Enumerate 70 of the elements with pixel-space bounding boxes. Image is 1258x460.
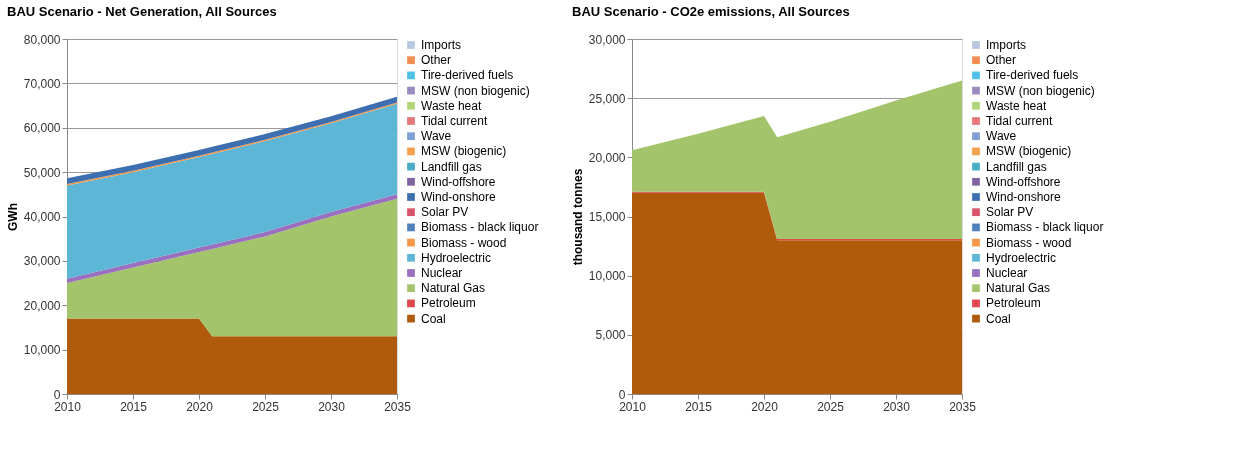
legend-label: MSW (biogenic) (986, 144, 1072, 159)
legend-label: Landfill gas (986, 159, 1047, 174)
y-tick-label: 40,000 (23, 210, 61, 224)
legend-label: Solar PV (421, 205, 469, 220)
legend-label: Tire-derived fuels (421, 68, 514, 83)
x-tick-label: 2015 (685, 399, 713, 414)
x-tick-label: 2030 (318, 399, 346, 414)
legend-label: Hydroelectric (986, 250, 1057, 265)
y-tick-label: 0 (53, 387, 61, 402)
y-tick-label: 15,000 (588, 210, 626, 224)
y-tick-label: 30,000 (23, 254, 61, 269)
legend-label: Wave (421, 129, 452, 144)
x-tick-label: 2020 (751, 399, 779, 414)
legend-label: MSW (non biogenic) (986, 83, 1095, 98)
y-axis-title: GWh (5, 203, 20, 231)
legend-label: Natural Gas (421, 281, 486, 296)
y-tick-label: 10,000 (588, 269, 626, 284)
y-tick-label: 80,000 (23, 32, 61, 47)
chart-title: BAU Scenario - Net Generation, All Sources (7, 4, 277, 19)
legend-label: Tidal current (986, 114, 1053, 128)
y-tick-label: 60,000 (23, 121, 61, 136)
x-tick-label: 2025 (252, 399, 280, 414)
legend-label: MSW (non biogenic) (421, 83, 530, 98)
legend-label: Petroleum (421, 296, 476, 311)
legend-label: Biomass - wood (986, 235, 1072, 250)
legend-label: Tidal current (421, 114, 488, 128)
legend-label: Tire-derived fuels (986, 68, 1079, 83)
legend-label: Petroleum (986, 296, 1041, 311)
legend-label: Biomass - wood (421, 235, 507, 250)
legend-label: Landfill gas (421, 159, 482, 174)
legend-label: Natural Gas (986, 281, 1051, 296)
y-tick-label: 25,000 (588, 91, 626, 106)
x-tick-label: 2020 (186, 399, 214, 414)
legend-label: Solar PV (986, 205, 1034, 220)
chart-title: BAU Scenario - CO2e emissions, All Sources (572, 4, 850, 19)
x-tick-label: 2015 (120, 399, 148, 414)
legend-label: Wind-onshore (986, 190, 1062, 204)
legend-label: Waste heat (421, 98, 482, 113)
legend-label: MSW (biogenic) (421, 144, 507, 159)
legend-label: Wind-offshore (986, 174, 1061, 189)
legend-label: Wave (986, 129, 1017, 144)
x-tick-label: 2010 (619, 399, 647, 414)
legend-label: Waste heat (986, 98, 1047, 113)
legend-label: Wind-offshore (421, 174, 496, 189)
legend-label: Other (421, 53, 452, 68)
x-tick-label: 2010 (54, 399, 82, 414)
legend-label: Nuclear (986, 266, 1028, 280)
legend-label: Hydroelectric (421, 250, 492, 265)
y-tick-label: 20,000 (588, 150, 626, 165)
y-tick-label: 5,000 (595, 328, 626, 343)
legend-label: Nuclear (421, 266, 463, 280)
legend-label: Coal (421, 311, 446, 326)
legend-label: Biomass - black liquor (421, 220, 539, 235)
y-tick-label: 30,000 (588, 32, 626, 47)
legend-label: Imports (421, 38, 462, 52)
y-tick-label: 10,000 (23, 343, 61, 358)
y-tick-label: 20,000 (23, 298, 61, 313)
legend-label: Imports (986, 38, 1027, 52)
y-axis-title: thousand tonnes (570, 168, 585, 266)
y-tick-label: 70,000 (23, 76, 61, 91)
x-tick-label: 2030 (883, 399, 911, 414)
legend-label: Coal (986, 311, 1011, 326)
y-tick-label: 0 (618, 387, 626, 402)
x-tick-label: 2035 (949, 399, 977, 414)
legend-label: Other (986, 53, 1017, 68)
x-tick-label: 2025 (817, 399, 845, 414)
legend-label: Biomass - black liquor (986, 220, 1104, 235)
y-tick-label: 50,000 (23, 165, 61, 180)
legend-label: Wind-onshore (421, 190, 497, 204)
x-tick-label: 2035 (384, 399, 412, 414)
